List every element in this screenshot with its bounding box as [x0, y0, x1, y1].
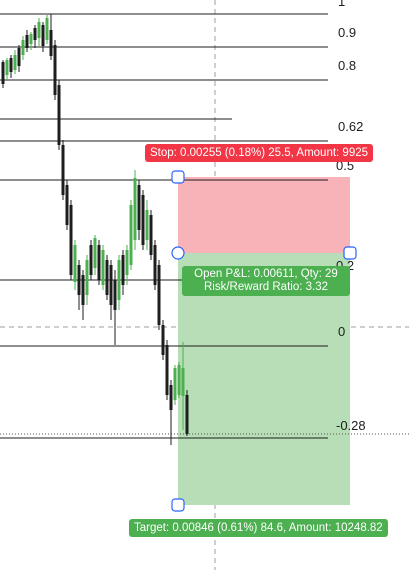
- candle-body: [13, 55, 17, 70]
- candle-body: [157, 265, 161, 325]
- candle-body: [57, 85, 61, 145]
- stop-zone[interactable]: [178, 177, 350, 253]
- entry-handle[interactable]: [171, 246, 185, 260]
- candle-body: [121, 255, 125, 285]
- candle-body: [33, 28, 37, 40]
- candle-body: [113, 280, 117, 310]
- candle-body: [149, 215, 153, 255]
- candle-body: [117, 260, 121, 300]
- fib-label: 0: [338, 324, 345, 339]
- candle-body: [81, 275, 85, 305]
- pnl-line: Open P&L: 0.00611, Qty: 29: [194, 268, 338, 280]
- candlestick-series: [1, 14, 189, 445]
- stop-label: Stop: 0.00255 (0.18%) 25.5, Amount: 9925: [145, 144, 374, 162]
- candle-body: [165, 345, 169, 395]
- candle-body: [129, 205, 133, 265]
- candle-body: [185, 395, 189, 434]
- candle-body: [181, 368, 185, 396]
- candle-body: [21, 40, 25, 55]
- position-handles[interactable]: [171, 170, 357, 512]
- candle-body: [101, 250, 105, 285]
- candle-body: [161, 325, 165, 355]
- candle-body: [5, 60, 9, 75]
- target-label: Target: 0.00846 (0.61%) 84.6, Amount: 10…: [129, 519, 388, 537]
- candle-body: [9, 58, 13, 72]
- fib-label: 0.9: [338, 25, 356, 40]
- candle-body: [85, 260, 89, 295]
- candle-body: [49, 30, 53, 56]
- candle-body: [133, 178, 137, 240]
- stop-handle[interactable]: [171, 170, 185, 184]
- candle-body: [65, 185, 69, 225]
- fib-label: 0.62: [338, 119, 363, 134]
- candle-body: [41, 25, 45, 46]
- target-handle[interactable]: [171, 498, 185, 512]
- candle-body: [61, 145, 65, 195]
- rr-line: Risk/Reward Ratio: 3.32: [204, 281, 328, 293]
- candle-body: [17, 48, 21, 66]
- candle-body: [29, 34, 33, 44]
- candle-body: [45, 18, 49, 40]
- candle-body: [145, 210, 149, 240]
- fib-label: -0.28: [336, 418, 366, 433]
- candle-body: [93, 238, 97, 268]
- candle-body: [77, 265, 81, 295]
- candle-body: [177, 365, 181, 395]
- width-handle[interactable]: [343, 246, 357, 260]
- candle-body: [37, 22, 41, 38]
- candle-body: [137, 185, 141, 230]
- candle-body: [53, 45, 57, 95]
- candle-body: [25, 35, 29, 48]
- candle-body: [109, 265, 113, 305]
- pnl-label: Open P&L: 0.00611, Qty: 29 Risk/Reward R…: [182, 266, 350, 296]
- fib-label: 0.8: [338, 58, 356, 73]
- candle-body: [97, 245, 101, 280]
- candle-body: [89, 245, 93, 275]
- candle-body: [105, 260, 109, 295]
- candle-body: [73, 245, 77, 282]
- candle-body: [141, 195, 145, 245]
- fib-label: 1: [338, 0, 345, 9]
- candle-body: [125, 250, 129, 275]
- candle-body: [153, 245, 157, 285]
- candle-body: [69, 205, 73, 275]
- candle-body: [1, 62, 5, 84]
- candle-body: [169, 385, 173, 410]
- candle-body: [173, 368, 177, 400]
